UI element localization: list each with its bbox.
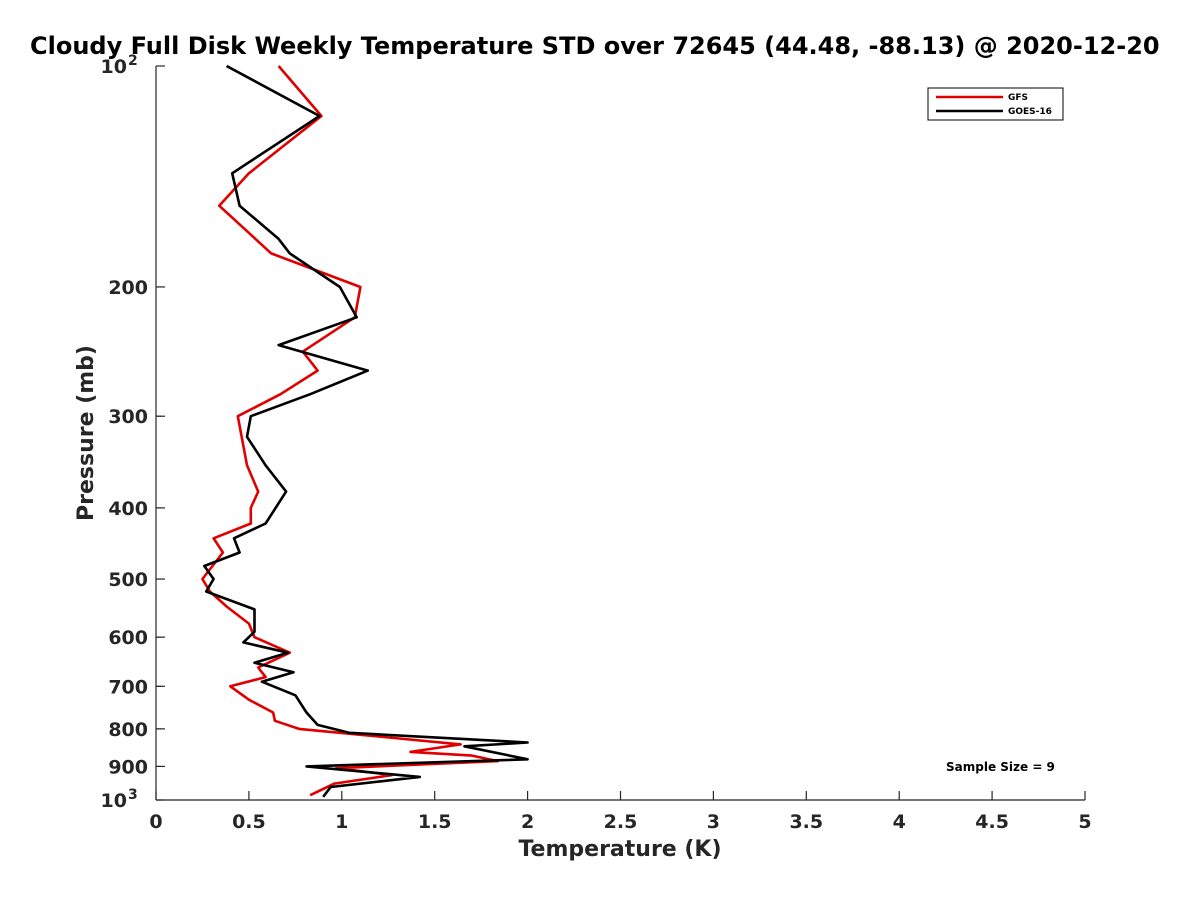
- series-line-gfs: [201, 65, 500, 797]
- x-tick-label: 4: [893, 811, 906, 833]
- y-tick-label-power: 10 2: [101, 53, 138, 78]
- y-axis-label: Pressure (mb): [74, 345, 99, 521]
- x-tick-label: 2.5: [604, 811, 638, 833]
- y-tick-label: 700: [108, 676, 148, 698]
- y-tick-label: 200: [108, 277, 148, 299]
- x-tick-label: 1: [335, 811, 348, 833]
- chart-title: Cloudy Full Disk Weekly Temperature STD …: [30, 32, 1160, 60]
- legend-box: [927, 87, 1064, 121]
- x-axis-ticks: 0 0.5 1 1.5 2 2.5 3 3.5 4 4.5 5: [149, 791, 1092, 833]
- legend-label-gfs: GFS: [1008, 93, 1028, 103]
- y-tick-label: 500: [108, 569, 148, 591]
- series-line-goes16: [203, 64, 529, 798]
- y-tick-label-power: 10 3: [101, 787, 138, 812]
- x-tick-label: 3: [707, 811, 720, 833]
- y-tick-label-base: 10: [101, 56, 127, 78]
- legend: GFS GOES-16: [927, 87, 1064, 121]
- x-tick-label: 1.5: [418, 811, 452, 833]
- x-tick-label: 4.5: [975, 811, 1009, 833]
- y-tick-label: 600: [108, 627, 148, 649]
- plot-area: 0 0.5 1 1.5 2 2.5 3 3.5 4 4.5 5 10 2200300400500600…: [101, 53, 1092, 833]
- y-tick-label: 800: [108, 719, 148, 741]
- y-tick-label: 400: [108, 498, 148, 520]
- y-tick-label-exponent: 3: [128, 787, 138, 803]
- x-tick-label: 0: [149, 811, 162, 833]
- x-tick-label: 3.5: [789, 811, 823, 833]
- y-minor-ticks: [156, 65, 161, 801]
- y-tick-label-base: 10: [101, 790, 127, 812]
- y-tick-label: 300: [108, 406, 148, 428]
- sample-size-annotation: Sample Size = 9: [946, 760, 1055, 774]
- y-tick-label-exponent: 2: [128, 53, 138, 69]
- legend-label-goes16: GOES-16: [1008, 107, 1052, 117]
- x-tick-label: 0.5: [232, 811, 266, 833]
- x-axis-label: Temperature (K): [518, 837, 721, 862]
- y-tick-label: 900: [108, 756, 148, 778]
- x-tick-label: 2: [521, 811, 534, 833]
- series-lines: [201, 64, 529, 798]
- x-tick-label: 5: [1078, 811, 1091, 833]
